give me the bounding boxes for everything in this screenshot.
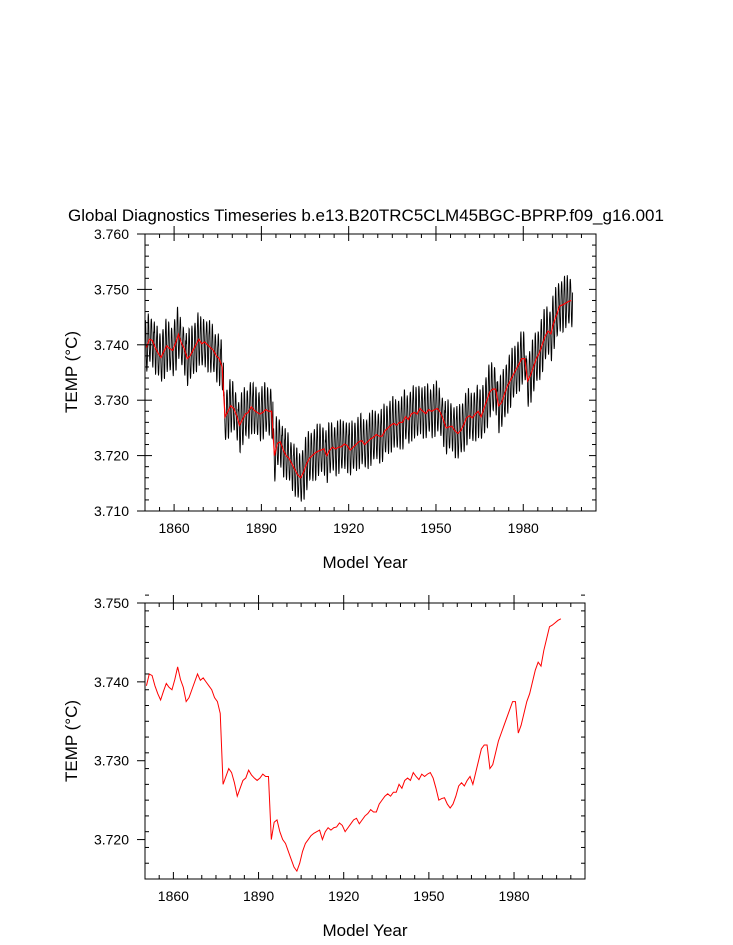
- y-tick-label: 3.710: [94, 503, 129, 519]
- annual-mean-line: [145, 618, 562, 873]
- x-tick-label: 1920: [333, 520, 364, 536]
- x-tick-label: 1890: [246, 520, 277, 536]
- bottom-panel: 1860 1890 1920 1950 1980 3.720 3.730 3.740 3.750…: [62, 594, 586, 940]
- top-y-axis-label: TEMP (°C): [62, 331, 81, 413]
- y-tick-label: 3.730: [94, 392, 129, 408]
- y-tick-label: 3.720: [94, 448, 129, 464]
- bottom-series-group: [145, 618, 562, 873]
- x-tick-label: 1920: [328, 888, 359, 904]
- y-tick-label: 3.740: [94, 337, 129, 353]
- y-tick-label: 3.750: [94, 595, 129, 611]
- x-tick-label: 1890: [243, 888, 274, 904]
- x-tick-label: 1860: [159, 520, 190, 536]
- y-tick-label: 3.720: [94, 832, 129, 848]
- annual-mean-line: [145, 299, 572, 479]
- y-tick-label: 3.730: [94, 753, 129, 769]
- bottom-plot-frame: [144, 602, 586, 880]
- top-plot-frame: [144, 233, 597, 512]
- top-x-axis-label: Model Year: [322, 553, 407, 572]
- y-tick-label: 3.740: [94, 674, 129, 690]
- y-tick-label: 3.760: [94, 226, 129, 242]
- bottom-ticks: 1860 1890 1920 1950 1980 3.720 3.730 3.740 3.750: [94, 594, 586, 904]
- top-ticks: 1860 1890 1920 1950 1980 3.710 3.720 3.730 3.740…: [94, 226, 597, 536]
- x-tick-label: 1950: [420, 520, 451, 536]
- top-panel: 1860 1890 1920 1950 1980 3.710 3.720 3.730 3.740…: [62, 226, 597, 572]
- top-series-group: [144, 275, 574, 502]
- x-tick-label: 1950: [413, 888, 444, 904]
- monthly-series-line: [144, 275, 574, 502]
- bottom-x-axis-label: Model Year: [322, 921, 407, 940]
- x-tick-label: 1980: [498, 888, 529, 904]
- chart-title: Global Diagnostics Timeseries b.e13.B20T…: [68, 206, 664, 225]
- bottom-y-axis-label: TEMP (°C): [62, 700, 81, 782]
- x-tick-label: 1860: [158, 888, 189, 904]
- x-tick-label: 1980: [508, 520, 539, 536]
- y-tick-label: 3.750: [94, 281, 129, 297]
